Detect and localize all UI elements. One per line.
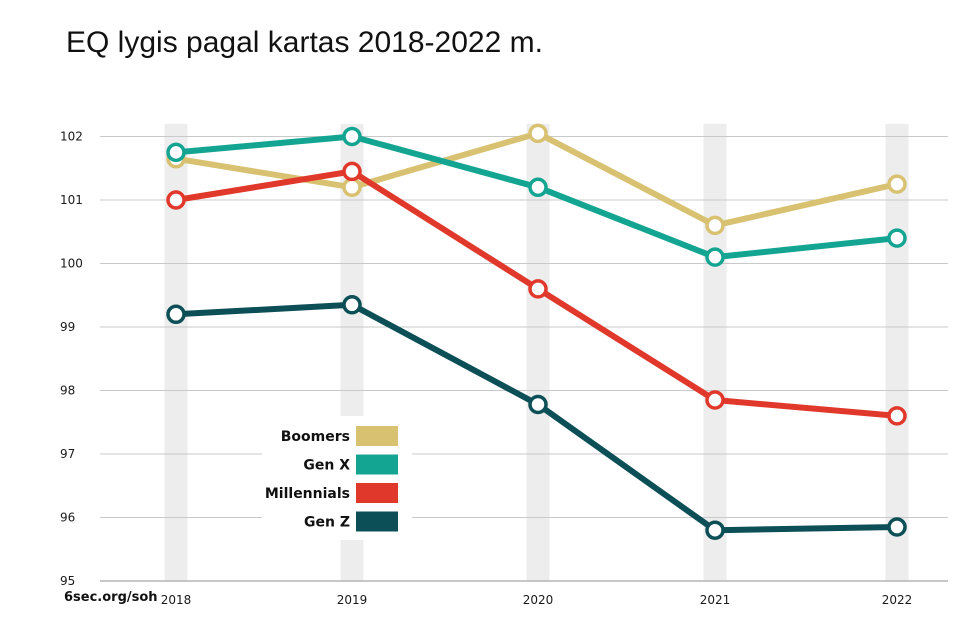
year-band-2020 [526, 123, 550, 582]
data-point-gen-x [887, 228, 907, 248]
y-tick-label: 95 [60, 574, 75, 588]
x-axis-tick-labels: 2018 2019 2020 2021 2022 [161, 593, 913, 607]
data-point-gen-z [705, 520, 725, 540]
series-points [166, 123, 907, 540]
legend-label: Millennials [265, 486, 350, 502]
data-point-gen-z [528, 394, 548, 415]
legend-label: Gen X [303, 458, 350, 474]
data-point-millennials [887, 406, 907, 426]
y-tick-label: 96 [60, 511, 75, 525]
year-band-2021 [703, 123, 727, 582]
data-point-boomers [528, 123, 548, 144]
x-tick-label: 2018 [161, 593, 192, 607]
legend-swatch [356, 483, 398, 503]
source-label: 6sec.org/soh [64, 590, 158, 605]
data-point-gen-x [705, 247, 725, 267]
gridlines [100, 136, 948, 582]
data-point-millennials [528, 279, 548, 299]
x-tick-label: 2022 [882, 593, 913, 607]
y-axis-tick-labels: 95 96 97 98 99 100 101 102 [60, 130, 83, 589]
y-tick-label: 100 [60, 257, 83, 271]
data-point-gen-x [342, 126, 362, 147]
y-tick-label: 101 [60, 193, 83, 207]
x-tick-label: 2021 [700, 593, 731, 607]
y-tick-label: 97 [60, 447, 75, 461]
y-tick-label: 102 [60, 130, 83, 144]
legend-swatch [356, 511, 398, 532]
legend-swatch [356, 426, 398, 446]
chart-title: EQ lygis pagal kartas 2018-2022 m. [66, 26, 543, 59]
y-tick-label: 99 [60, 320, 75, 334]
legend-swatch [356, 454, 398, 475]
data-point-boomers [887, 174, 907, 194]
legend-label: Boomers [281, 429, 350, 445]
data-point-boomers [705, 215, 725, 236]
data-point-millennials [342, 161, 362, 182]
data-point-millennials [166, 190, 186, 210]
legend: Boomers Gen X Millennials Gen Z [262, 416, 412, 540]
x-tick-label: 2020 [523, 593, 554, 607]
data-point-gen-z [342, 295, 362, 315]
data-point-gen-z [166, 304, 186, 325]
y-tick-label: 98 [60, 384, 75, 398]
data-point-millennials [705, 390, 725, 410]
data-point-gen-x [166, 142, 186, 163]
year-band-2018 [164, 123, 188, 582]
data-point-gen-x [528, 177, 548, 198]
data-point-gen-z [887, 517, 907, 537]
x-tick-label: 2019 [337, 593, 368, 607]
legend-label: Gen Z [304, 515, 350, 531]
data-point-boomers [342, 177, 362, 198]
